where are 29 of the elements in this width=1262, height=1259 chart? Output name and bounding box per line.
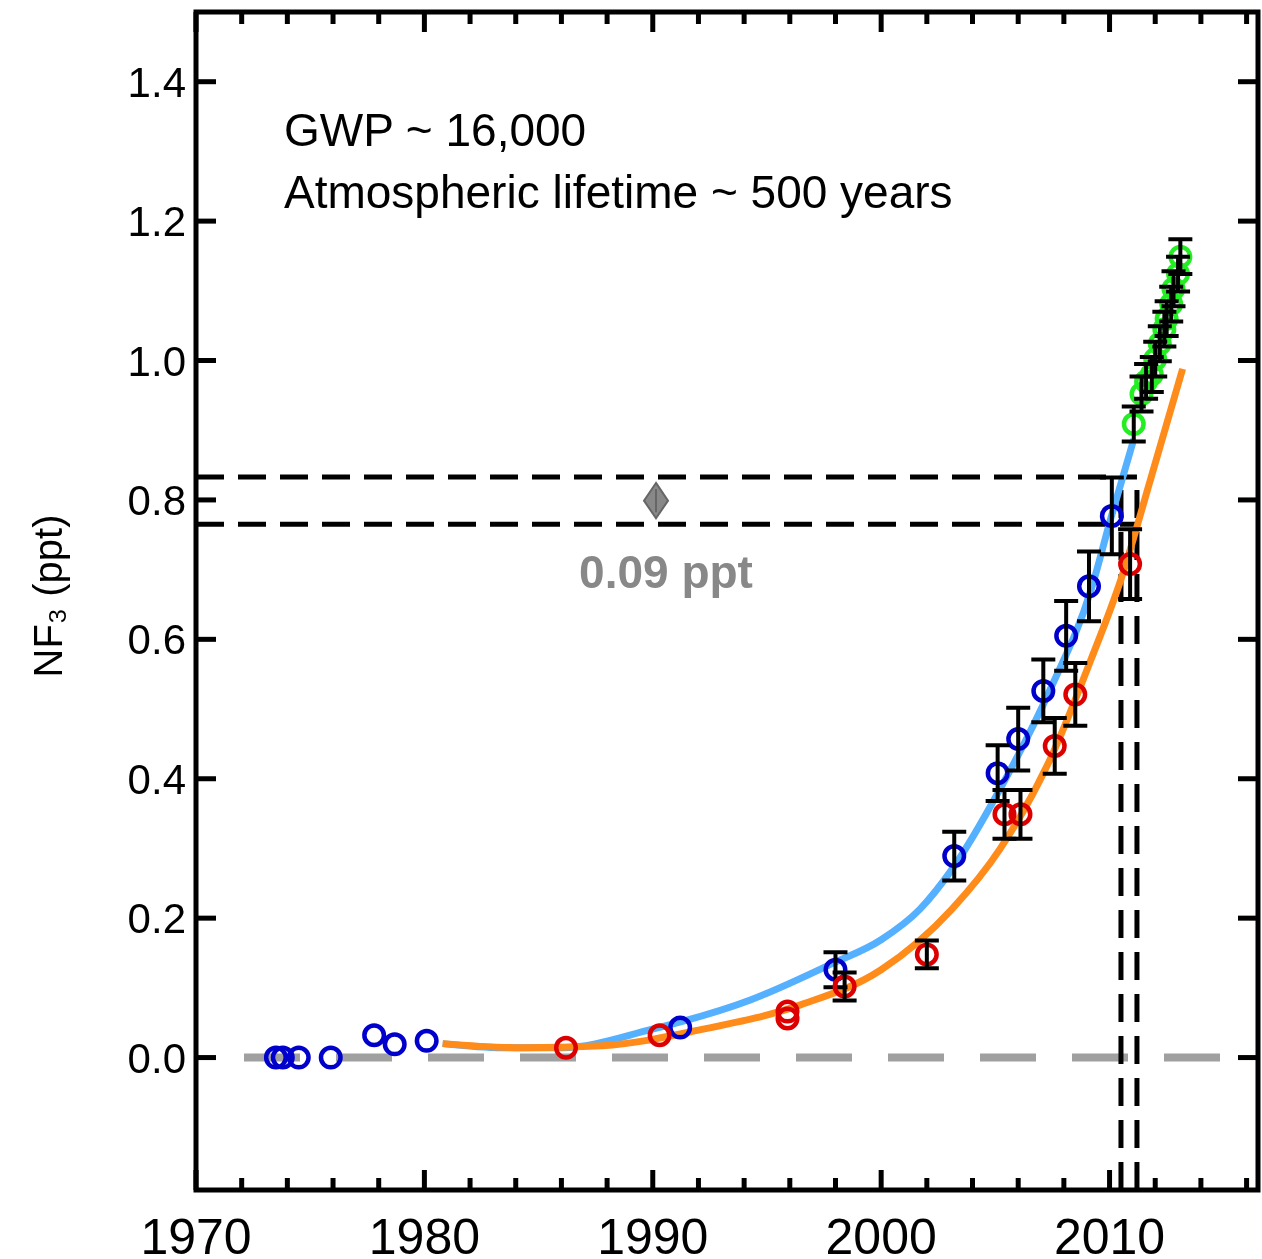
point: [263, 1045, 288, 1070]
annotation: GWP ~ 16,000: [284, 104, 587, 156]
x-tick-label: 1980: [368, 1209, 480, 1259]
point: [286, 1045, 311, 1070]
x-tick-label: 2000: [825, 1209, 937, 1259]
point: [668, 1015, 693, 1040]
x-tick-label: 2010: [1053, 1209, 1166, 1259]
y-tick-label: 0.0: [127, 1034, 186, 1082]
x-tick-label: 1990: [597, 1209, 709, 1259]
x-tick-label: 1970: [140, 1209, 252, 1259]
y-tick-label: 1.2: [127, 198, 186, 246]
y-tick-label: 0.8: [127, 476, 186, 524]
y-tick-label: 1.4: [127, 58, 186, 106]
point: [362, 1023, 387, 1048]
y-tick-label: 0.2: [127, 895, 186, 943]
point: [318, 1045, 343, 1070]
annotation: Atmospheric lifetime ~ 500 years: [284, 166, 953, 218]
point: [382, 1032, 407, 1057]
y-tick-label: 1.0: [127, 337, 186, 385]
y-axis-title: NF₃ (ppt): [26, 514, 70, 678]
point: [553, 1035, 579, 1060]
y-tick-label: 0.4: [127, 755, 186, 803]
point: [775, 999, 800, 1024]
point: [270, 1045, 295, 1070]
point: [414, 1028, 439, 1053]
point: [775, 1006, 800, 1031]
annotation: 0.09 ppt: [579, 546, 753, 598]
y-tick-label: 0.6: [127, 616, 186, 664]
point: [647, 1023, 672, 1048]
